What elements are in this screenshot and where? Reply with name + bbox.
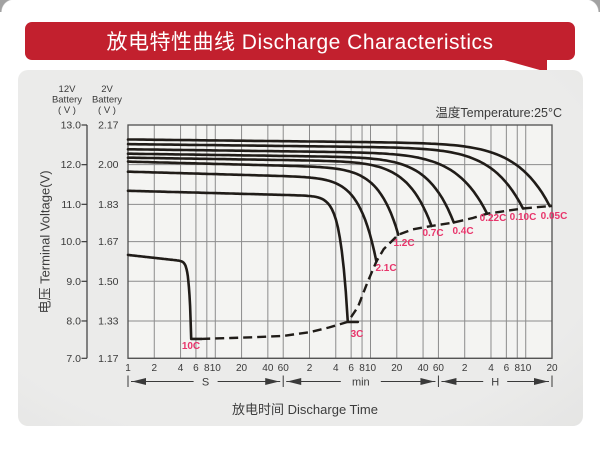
y-tick-label-12v: 11.0 bbox=[61, 199, 81, 211]
x-tick-label: 40 bbox=[262, 363, 274, 374]
curve-2.1C bbox=[126, 170, 378, 263]
x-tick-label: 10 bbox=[520, 363, 532, 374]
x-tick-label: 2 bbox=[151, 363, 157, 374]
curve-label-1.2C: 1.2C bbox=[393, 238, 414, 249]
x-tick-label: 4 bbox=[488, 363, 494, 374]
curve-label-0.10C: 0.10C bbox=[510, 212, 537, 223]
y-tick-label-2v: 2.17 bbox=[98, 120, 119, 132]
unit-label: min bbox=[352, 377, 370, 389]
curve-label-3C: 3C bbox=[351, 329, 364, 340]
y-tick-label-2v: 2.00 bbox=[98, 159, 119, 171]
axis-frame bbox=[127, 124, 553, 359]
y-axis-column-header: ( V ) bbox=[58, 105, 76, 116]
y-tick-label-12v: 9.0 bbox=[66, 276, 81, 288]
curve-label-0.22C: 0.22C bbox=[480, 213, 507, 224]
unit-arrowhead-right bbox=[534, 378, 548, 385]
unit-arrowhead-right bbox=[265, 378, 280, 385]
curve-0.10C bbox=[126, 142, 525, 210]
x-tick-label: 60 bbox=[433, 363, 445, 374]
y-tick-label-12v: 8.0 bbox=[66, 315, 81, 327]
curve-0.05C bbox=[126, 138, 552, 208]
curve-10C bbox=[126, 253, 203, 341]
x-tick-label: 20 bbox=[236, 363, 248, 374]
unit-arrowhead-left bbox=[442, 378, 457, 385]
y-axis-column-header: Battery bbox=[52, 95, 82, 106]
curve-label-0.05C: 0.05C bbox=[541, 211, 568, 222]
unit-arrowhead-right bbox=[420, 378, 435, 385]
y-tick-label-2v: 1.67 bbox=[98, 236, 119, 248]
curve-label-2.1C: 2.1C bbox=[375, 263, 396, 274]
curve-label-10C: 10C bbox=[182, 341, 200, 352]
y-axis-column-header: 12V bbox=[59, 84, 77, 95]
x-tick-label: 60 bbox=[278, 363, 290, 374]
x-tick-label: 6 bbox=[348, 363, 354, 374]
y-tick-label-12v: 10.0 bbox=[61, 236, 82, 248]
curve-0.4C bbox=[126, 152, 456, 224]
y-axis-column-header: 2V bbox=[101, 84, 113, 95]
y-tick-label-12v: 12.0 bbox=[61, 159, 82, 171]
x-tick-label: 20 bbox=[546, 363, 558, 374]
x-tick-label: 4 bbox=[178, 363, 184, 374]
x-tick-label: 6 bbox=[504, 363, 510, 374]
x-tick-label: 10 bbox=[365, 363, 377, 374]
y-tick-label-2v: 1.17 bbox=[98, 353, 119, 365]
y-tick-label-12v: 13.0 bbox=[61, 120, 82, 132]
y-axis-column-header: ( V ) bbox=[98, 105, 116, 116]
window-corner-left-decoration bbox=[0, 0, 14, 12]
unit-arrowhead-left bbox=[287, 378, 302, 385]
x-tick-label: 4 bbox=[333, 363, 339, 374]
y-axis-column-header: Battery bbox=[92, 95, 122, 106]
banner-title: 放电特性曲线 Discharge Characteristics bbox=[106, 31, 494, 54]
section-banner: 放电特性曲线 Discharge Characteristics bbox=[25, 22, 575, 72]
x-tick-label: 2 bbox=[307, 363, 313, 374]
unit-label: S bbox=[202, 377, 209, 389]
x-tick-label: 1 bbox=[125, 363, 131, 374]
curve-label-0.7C: 0.7C bbox=[422, 228, 443, 239]
unit-label: H bbox=[491, 377, 499, 389]
cutoff-voltage-line bbox=[201, 204, 553, 341]
x-tick-label: 6 bbox=[193, 363, 199, 374]
curve-0.7C bbox=[126, 156, 433, 228]
curve-3C bbox=[126, 189, 360, 324]
x-tick-label: 8 bbox=[359, 363, 365, 374]
y-tick-label-2v: 1.83 bbox=[98, 199, 119, 211]
temperature-label: 温度Temperature:25°C bbox=[435, 106, 562, 120]
curve-label-0.4C: 0.4C bbox=[452, 226, 473, 237]
y-axis-title: 电压 Terminal Voltage(V) bbox=[37, 170, 53, 314]
window-corner-right-decoration bbox=[586, 0, 600, 12]
curve-0.22C bbox=[126, 148, 489, 215]
x-tick-label: 8 bbox=[514, 363, 520, 374]
x-axis-title: 放电时间 Discharge Time bbox=[232, 402, 378, 417]
curve-1.2C bbox=[126, 160, 400, 236]
y-tick-label-12v: 7.0 bbox=[66, 353, 81, 365]
x-tick-label: 2 bbox=[462, 363, 468, 374]
x-tick-label: 10 bbox=[210, 363, 222, 374]
x-tick-label: 40 bbox=[417, 363, 429, 374]
y-tick-label-2v: 1.33 bbox=[98, 315, 119, 327]
x-tick-label: 20 bbox=[391, 363, 403, 374]
unit-arrowhead-left bbox=[132, 378, 146, 385]
x-tick-label: 8 bbox=[204, 363, 210, 374]
y-tick-label-2v: 1.50 bbox=[98, 276, 119, 288]
